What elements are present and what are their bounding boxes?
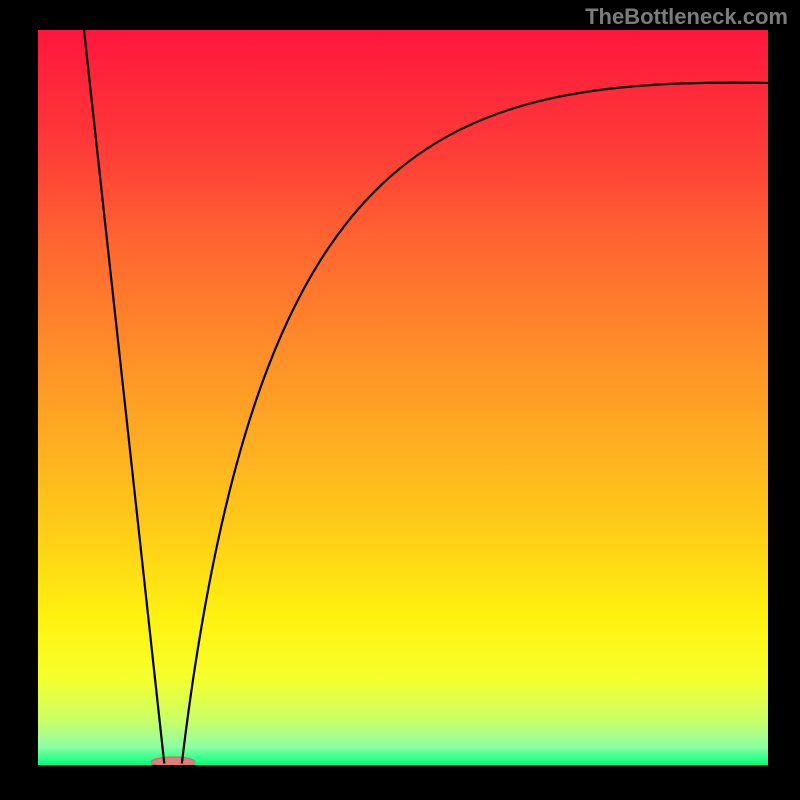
watermark-text: TheBottleneck.com (585, 4, 788, 30)
chart-plot-area (38, 30, 768, 765)
chart-svg (38, 30, 768, 765)
bottleneck-marker (151, 757, 195, 765)
chart-frame: TheBottleneck.com (0, 0, 800, 800)
chart-background-gradient (38, 30, 768, 765)
